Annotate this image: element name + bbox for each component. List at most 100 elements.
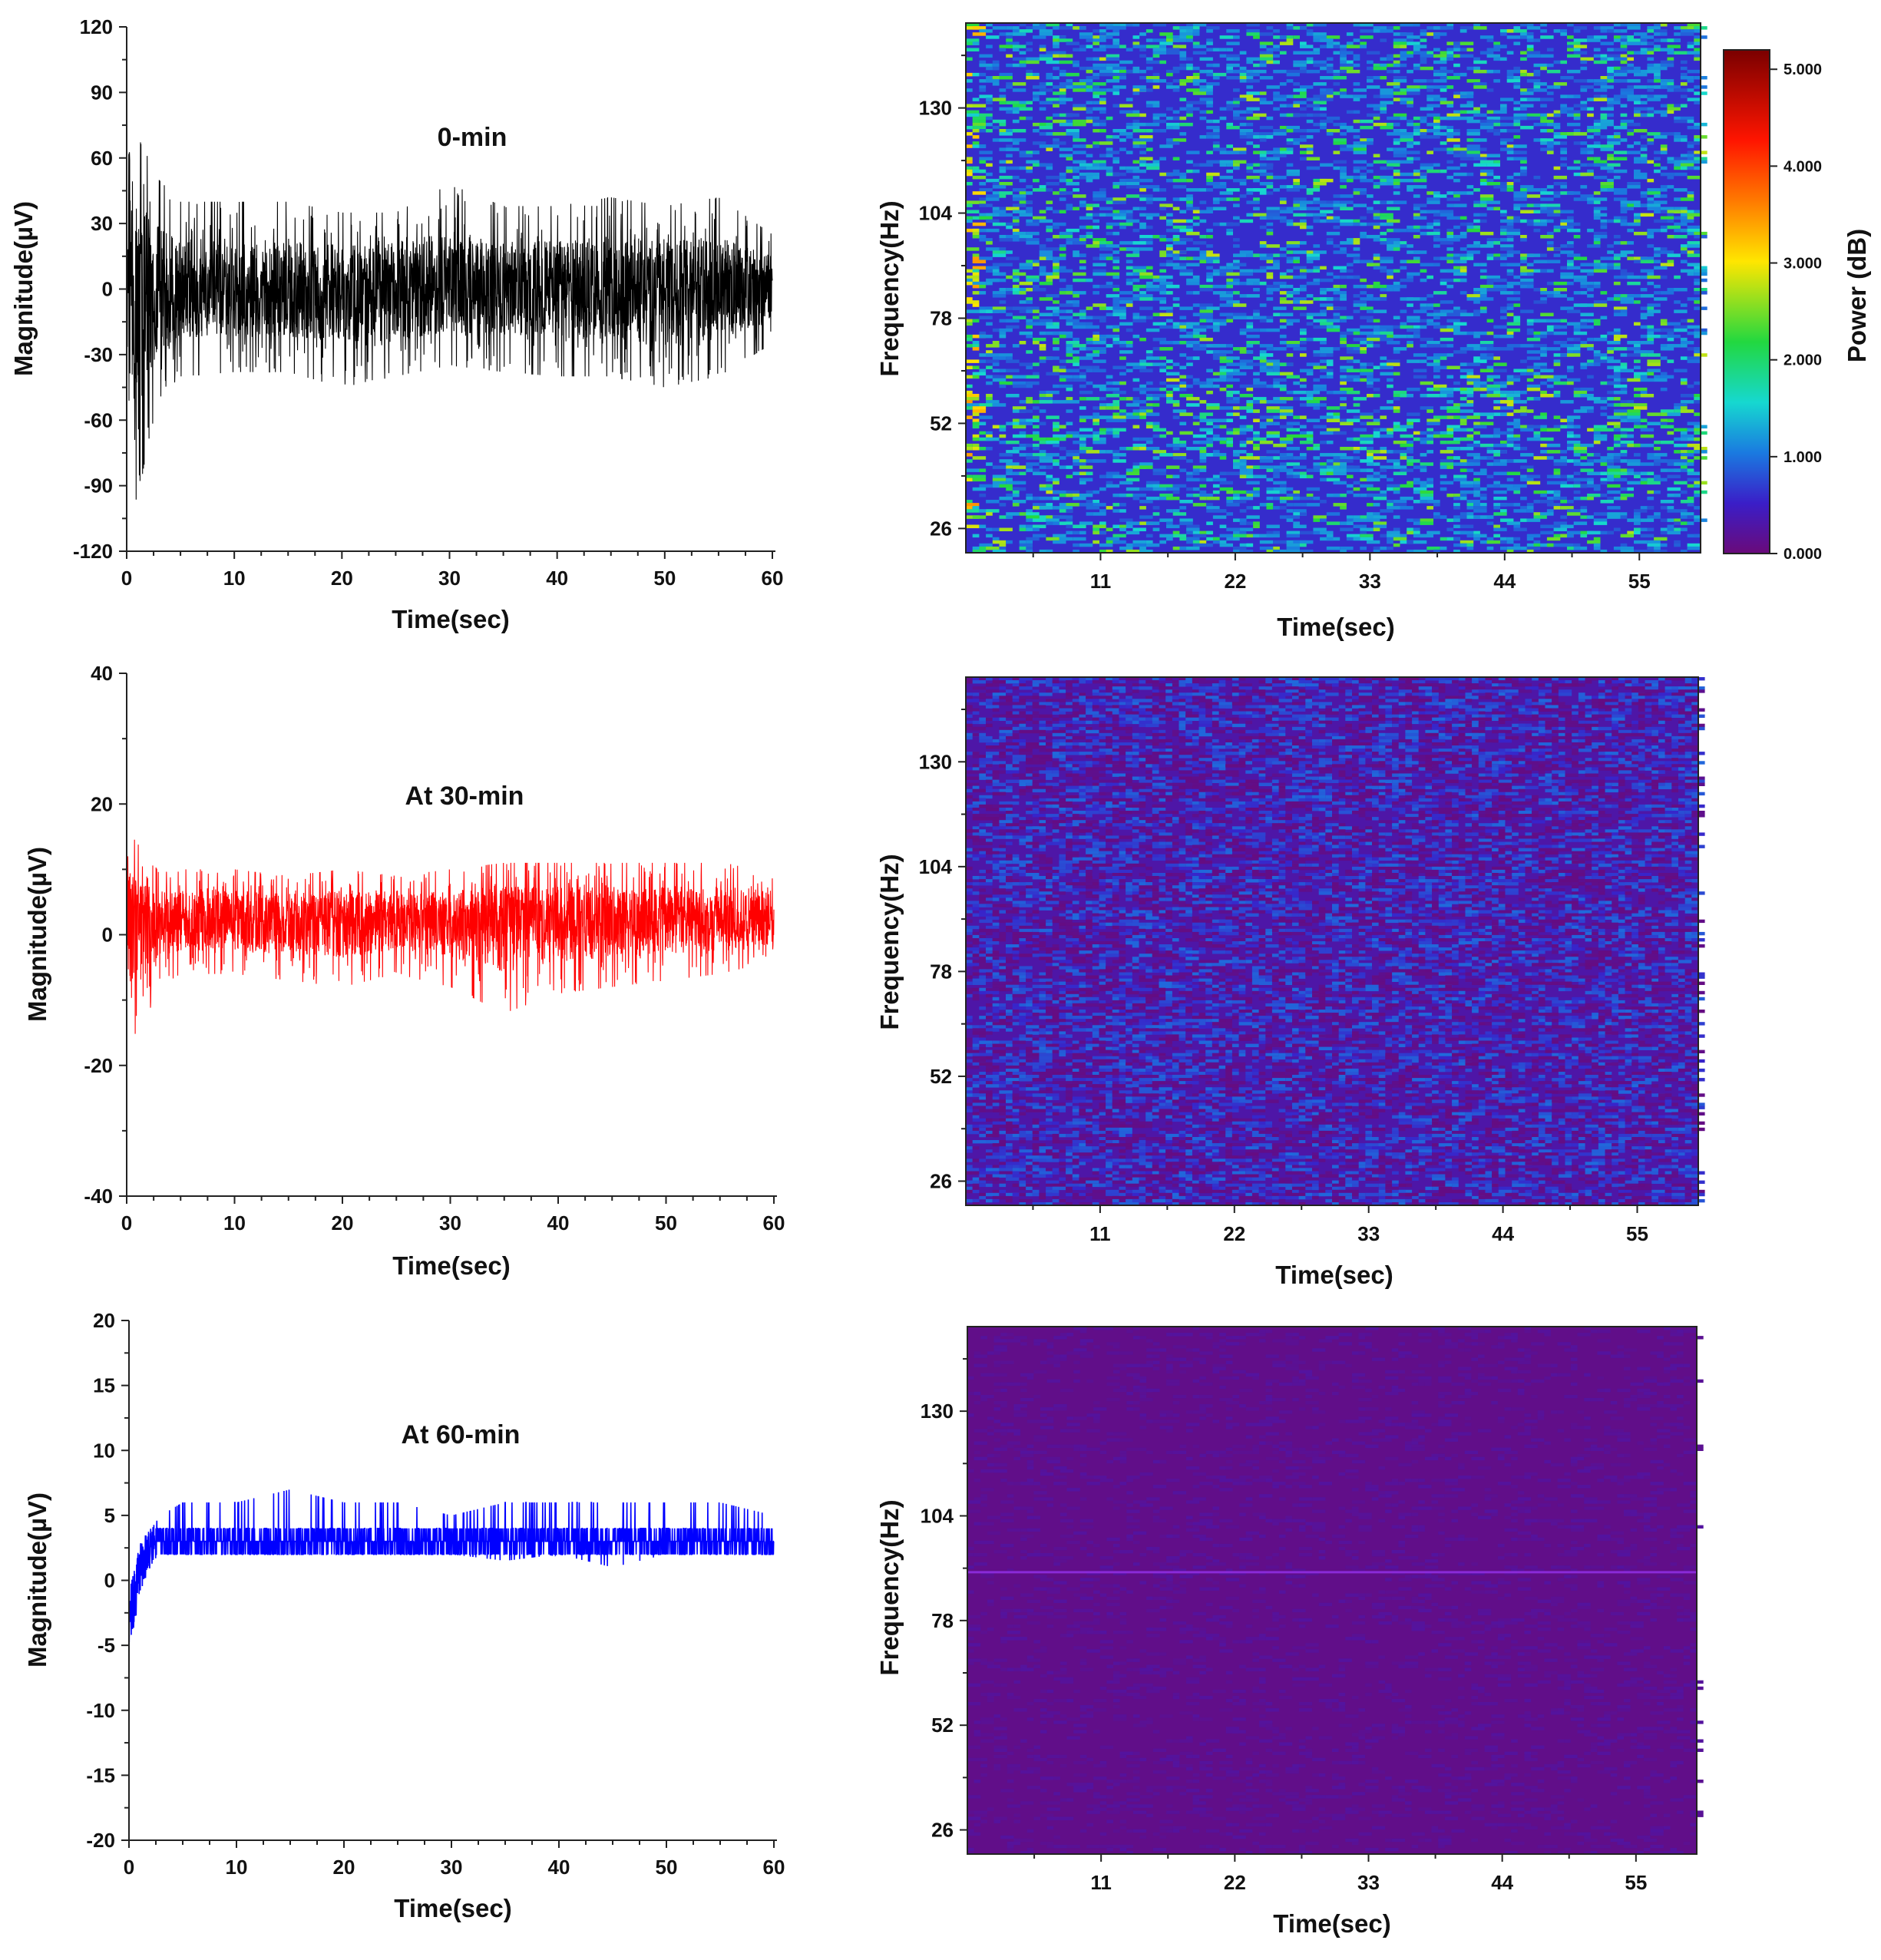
spectrogram-cell	[1306, 135, 1314, 139]
spectrogram-cell	[1540, 259, 1554, 263]
spectrogram-cell	[1486, 178, 1494, 183]
spectrogram-cell	[1440, 57, 1447, 61]
spectrogram-cell	[1333, 51, 1341, 55]
spectrogram-cell	[1306, 256, 1321, 260]
spectrogram-cell	[1300, 300, 1314, 304]
spectrogram-cell	[1152, 428, 1166, 432]
spectrogram-cell	[1333, 306, 1347, 310]
spectrogram-cell	[1226, 169, 1233, 174]
spectrogram-cell	[1093, 434, 1099, 438]
spectrogram-cell	[972, 474, 987, 478]
spectrogram-cell	[1694, 166, 1701, 170]
spectrogram-cell	[1466, 394, 1474, 398]
spectrogram-cell	[1066, 353, 1073, 357]
spectrogram-cell	[1620, 365, 1628, 369]
spectrogram-cell	[1112, 365, 1126, 369]
spectrogram-cell	[1600, 434, 1608, 438]
spectrogram-cell	[1279, 275, 1294, 279]
spectrogram-cell	[1506, 306, 1514, 310]
spectrogram-cell	[1273, 129, 1287, 133]
spectrogram-cell	[1320, 440, 1327, 445]
spectrogram-cell	[1600, 356, 1608, 360]
spectrogram-cell	[1253, 316, 1267, 319]
spectrogram-cell	[1546, 378, 1561, 382]
spectrogram-cell	[1212, 328, 1220, 332]
spectrogram-cell	[1600, 41, 1614, 45]
spectrogram-cell	[1413, 250, 1427, 254]
spectrogram-cell	[1426, 356, 1440, 360]
spectrogram-cell	[1246, 132, 1254, 136]
spectrogram-cell	[1112, 459, 1126, 463]
spectrogram-cell	[1179, 387, 1187, 392]
spectrogram-cell	[1119, 300, 1133, 304]
spectrogram-cell	[1246, 107, 1260, 111]
spectrogram-cell	[1607, 421, 1621, 425]
spectrogram-cell	[1687, 88, 1694, 92]
spectrogram-cell	[1306, 474, 1314, 478]
spectrogram-cell	[1246, 60, 1254, 64]
spectrogram-cell	[1012, 228, 1020, 233]
spectrogram-cell	[1132, 409, 1140, 413]
spectrogram-cell	[1086, 381, 1093, 385]
spectrogram-cell	[1360, 369, 1374, 372]
spectrogram-cell	[1253, 253, 1260, 257]
spectrogram-cell	[1647, 29, 1655, 33]
spectrogram-cell	[1607, 76, 1614, 80]
spectrogram-cell	[1253, 372, 1260, 376]
spectrogram-cell	[1620, 353, 1628, 357]
spectrogram-cell	[1607, 244, 1614, 248]
spectrogram-cell	[1486, 331, 1494, 335]
spectrogram-cell	[1647, 453, 1655, 457]
spectrogram-cell	[1126, 328, 1133, 332]
spectrogram-cell	[1667, 431, 1674, 435]
spectrogram-cell	[1186, 278, 1200, 283]
spectrogram-cell	[1199, 450, 1207, 454]
spectrogram-cell	[1453, 309, 1467, 313]
spectrogram-cell	[1006, 129, 1020, 133]
spectrogram-cell	[1453, 266, 1460, 270]
spectrogram-cell	[1440, 356, 1447, 360]
spectrogram-cell	[1159, 453, 1173, 457]
spectrogram-cell	[1466, 116, 1474, 121]
spectrogram-cell	[1546, 85, 1554, 89]
spectrogram-cell	[1367, 284, 1374, 289]
spectrogram-cell	[1099, 23, 1106, 27]
spectrogram-cell	[1674, 369, 1688, 372]
spectrogram-cell	[1580, 303, 1594, 307]
spectrogram-cell	[1186, 362, 1193, 366]
spectrogram-cell	[1433, 54, 1447, 58]
spectrogram-cell	[1206, 235, 1213, 239]
spectrogram-cell	[1466, 150, 1480, 154]
spectrogram-cell	[1066, 400, 1079, 404]
spectrogram-cell	[1680, 219, 1694, 223]
spectrogram-cell	[1093, 284, 1099, 289]
spectrogram-cell	[1145, 197, 1153, 201]
spectrogram-cell	[1333, 456, 1341, 460]
spectrogram-cell	[1192, 341, 1200, 345]
spectrogram-cell	[1166, 253, 1173, 257]
spectrogram-cell	[1093, 418, 1099, 422]
spectrogram-cell	[1293, 297, 1307, 301]
spectrogram-cell	[1640, 288, 1648, 292]
spectrogram-cell	[1593, 157, 1601, 160]
spectrogram-cell	[1253, 35, 1260, 39]
spectrogram-cell	[1380, 259, 1393, 263]
spectrogram-cell	[1647, 98, 1661, 101]
spectrogram-cell	[1560, 425, 1567, 429]
spectrogram-cell	[1433, 191, 1440, 195]
spectrogram-cell	[1627, 150, 1641, 154]
spectrogram-cell	[1093, 194, 1106, 198]
spectrogram-cell	[1286, 421, 1300, 425]
spectrogram-cell	[966, 447, 973, 451]
spectrogram-cell	[1634, 421, 1641, 425]
spectrogram-cell	[1326, 372, 1334, 376]
spectrogram-cell	[1380, 63, 1387, 68]
spectrogram-cell	[1393, 347, 1407, 351]
spectrogram-cell	[1093, 29, 1099, 33]
spectrogram-cell	[1553, 471, 1561, 475]
spectrogram-cell	[1694, 101, 1701, 104]
spectrogram-cell	[1066, 431, 1079, 435]
spectrogram-cell	[1453, 129, 1460, 133]
spectrogram-cell	[1680, 247, 1688, 251]
spectrogram-cell	[1486, 353, 1494, 357]
